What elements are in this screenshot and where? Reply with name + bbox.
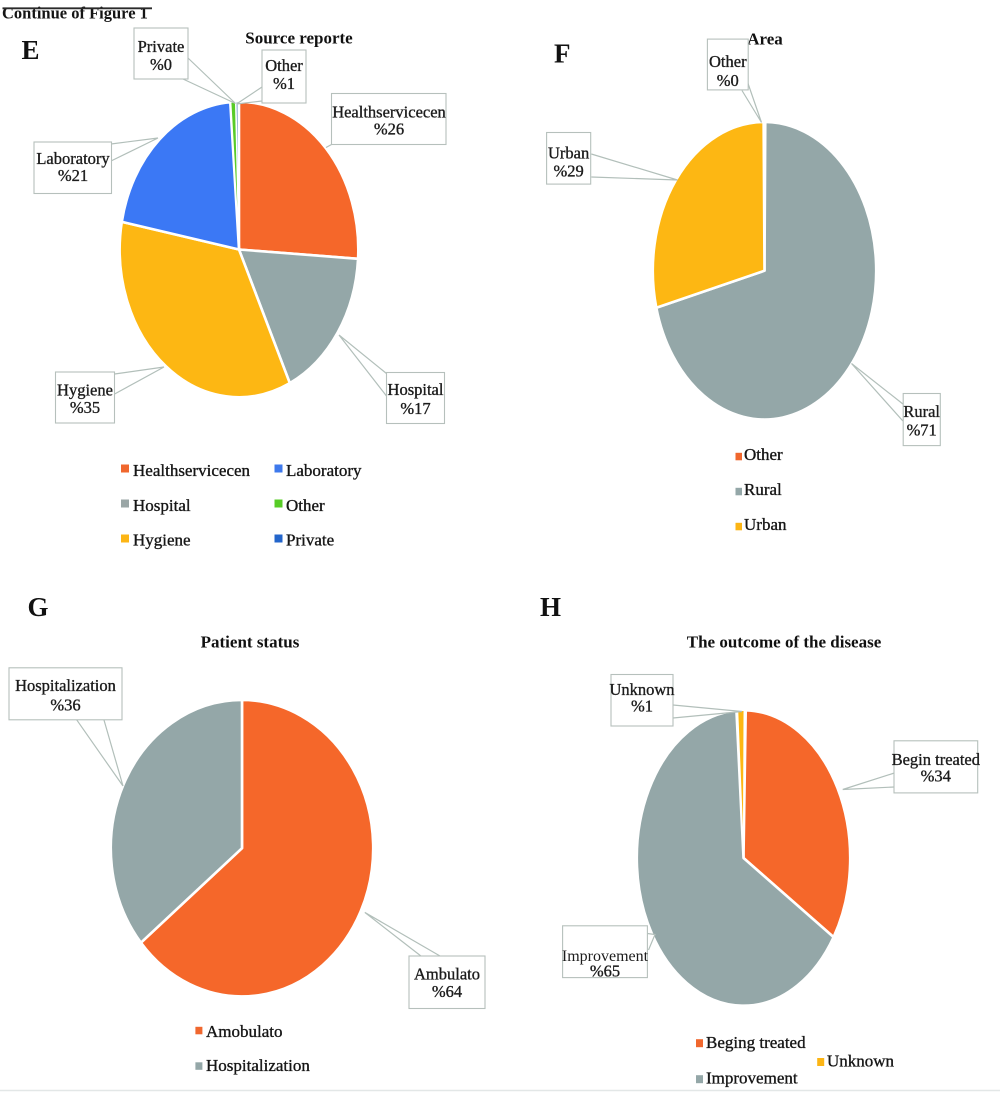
svg-text:Private: Private [138,37,185,56]
svg-text:Other: Other [265,56,303,75]
svg-text:%65: %65 [590,962,620,981]
svg-text:%36: %36 [50,696,80,715]
svg-text:%26: %26 [374,120,404,139]
svg-text:Unknown: Unknown [609,680,674,699]
svg-text:Improvement: Improvement [706,1069,798,1088]
svg-text:E: E [22,35,40,65]
svg-text:%1: %1 [273,74,295,93]
svg-text:Beging treated: Beging treated [706,1033,806,1052]
svg-text:%17: %17 [400,399,430,418]
svg-text:Rural: Rural [903,402,940,421]
svg-text:Urban: Urban [744,515,787,534]
svg-text:Continue of Figure 1: Continue of Figure 1 [2,4,148,23]
svg-text:Other: Other [709,52,747,71]
svg-text:Begin treated: Begin treated [892,750,981,769]
svg-text:Hospital: Hospital [388,380,444,399]
svg-text:Hygiene: Hygiene [133,531,191,550]
svg-text:Laboratory: Laboratory [286,461,362,480]
svg-text:H: H [540,592,561,622]
svg-text:Source reporte: Source reporte [245,29,353,48]
svg-text:Healthservicecen: Healthservicecen [133,461,251,480]
svg-text:The outcome of the disease: The outcome of the disease [687,633,882,652]
svg-text:Urban: Urban [548,144,589,163]
svg-text:Other: Other [286,496,325,515]
svg-text:Improvement: Improvement [562,948,649,965]
svg-text:%64: %64 [432,982,462,1001]
svg-text:Unknown: Unknown [827,1052,895,1071]
svg-text:Amobulato: Amobulato [206,1022,283,1041]
svg-text:Other: Other [744,445,783,464]
svg-text:Healthservicecen: Healthservicecen [332,103,446,122]
svg-text:Laboratory: Laboratory [36,149,110,168]
svg-text:G: G [28,592,49,622]
svg-text:%35: %35 [70,398,100,417]
svg-text:Patient status: Patient status [201,633,300,652]
svg-text:Hospital: Hospital [133,496,191,515]
svg-text:%71: %71 [907,421,937,440]
svg-text:%1: %1 [631,697,653,716]
svg-text:Hospitalization: Hospitalization [206,1056,310,1075]
svg-text:Rural: Rural [744,480,782,499]
svg-text:%0: %0 [717,71,739,90]
svg-text:Private: Private [286,531,334,550]
svg-text:F: F [554,39,571,69]
svg-text:Ambulato: Ambulato [414,965,480,984]
svg-text:Hygiene: Hygiene [57,381,113,400]
svg-text:%21: %21 [58,166,88,185]
svg-text:Area: Area [747,30,783,49]
svg-text:%34: %34 [921,767,951,786]
svg-text:%0: %0 [150,55,172,74]
svg-text:%29: %29 [553,162,583,181]
svg-text:Hospitalization: Hospitalization [15,676,116,695]
